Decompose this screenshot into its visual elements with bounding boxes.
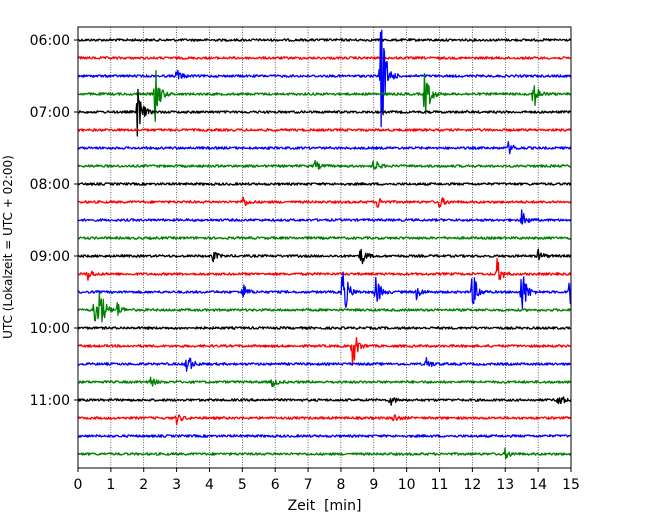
seismogram-trace (77, 182, 572, 186)
plot-frame (77, 26, 572, 469)
y-axis-label: UTC (Lokalzeit = UTC + 02:00) (1, 155, 15, 339)
seismogram-trace (77, 128, 572, 132)
x-tick-label: 12 (463, 477, 481, 493)
seismogram-trace (77, 248, 572, 265)
x-tick-label: 3 (172, 477, 181, 493)
x-tick-label: 9 (369, 477, 378, 493)
seismogram-trace (77, 38, 572, 42)
seismogram-trace (77, 271, 572, 309)
x-tick-label: 5 (238, 477, 247, 493)
seismogram-trace (77, 434, 572, 438)
seismogram-trace (77, 396, 572, 406)
y-tick-label: 07:00 (30, 105, 70, 121)
seismogram-trace (77, 356, 572, 372)
x-tick-label: 4 (205, 477, 214, 493)
seismogram-trace (77, 56, 572, 60)
seismogram-trace (77, 209, 572, 225)
seismogram-trace (77, 236, 572, 240)
x-tick-label: 0 (74, 477, 83, 493)
seismogram-trace (77, 88, 572, 137)
tick-layer: 0 1 2 3 4 5 6 7 8 9 10 11 12 13 14 1506:0007:0008:0009:… (30, 33, 580, 493)
seismogram-trace (77, 376, 572, 388)
x-tick-label: 2 (139, 477, 148, 493)
seismogram-trace (77, 257, 572, 281)
x-tick-label: 8 (336, 477, 345, 493)
x-tick-label: 10 (398, 477, 416, 493)
x-tick-label: 13 (496, 477, 514, 493)
seismogram-trace (77, 69, 572, 122)
grid-layer (110, 27, 539, 468)
y-tick-label: 10:00 (30, 321, 70, 337)
seismogram-trace (77, 326, 572, 330)
x-tick-label: 7 (304, 477, 313, 493)
seismogram-trace (77, 292, 572, 323)
y-tick-label: 11:00 (30, 393, 70, 409)
y-tick-label: 09:00 (30, 249, 70, 265)
y-tick-label: 08:00 (30, 177, 70, 193)
seismogram-trace (77, 196, 572, 208)
y-tick-label: 06:00 (30, 33, 70, 49)
x-axis-label: Zeit [min] (288, 498, 362, 514)
seismogram-trace (77, 447, 572, 460)
seismogram-trace (77, 160, 572, 170)
x-tick-label: 14 (529, 477, 547, 493)
x-tick-label: 11 (431, 477, 449, 493)
trace-layer (77, 29, 572, 460)
x-tick-label: 6 (271, 477, 280, 493)
seismogram-trace (77, 414, 572, 426)
x-tick-label: 15 (562, 477, 580, 493)
seismogram-trace (77, 29, 572, 128)
seismogram-trace (77, 141, 572, 155)
seismogram-trace (77, 336, 572, 366)
x-tick-label: 1 (106, 477, 115, 493)
